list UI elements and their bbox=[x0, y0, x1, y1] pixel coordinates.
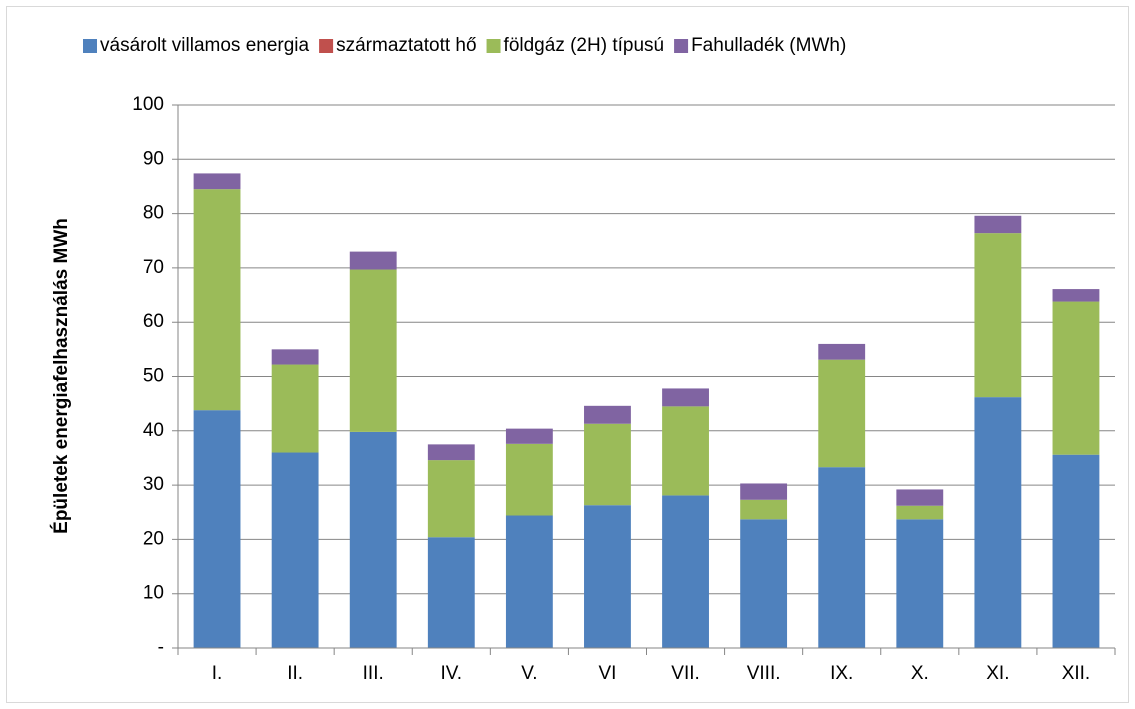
bar-segment bbox=[818, 343, 866, 360]
bar-segment bbox=[427, 537, 475, 648]
bar-segment bbox=[193, 410, 241, 648]
bar-segment bbox=[1052, 289, 1100, 302]
bar-segment bbox=[505, 428, 553, 444]
bar-segment bbox=[662, 495, 709, 648]
x-tick-label: VIII. bbox=[747, 663, 781, 684]
y-tick-label: 50 bbox=[143, 366, 164, 387]
y-tick-label: 80 bbox=[143, 203, 164, 224]
bar-segment bbox=[1052, 454, 1100, 648]
bar-segment bbox=[584, 405, 631, 424]
bar-segment bbox=[271, 452, 319, 648]
bar-segment bbox=[271, 364, 319, 453]
y-tick-label: 100 bbox=[132, 94, 164, 115]
legend-swatch bbox=[83, 39, 97, 53]
bar-segment bbox=[818, 359, 866, 468]
bar-segment bbox=[584, 505, 631, 648]
bar-segment bbox=[740, 499, 788, 520]
x-tick-label: XI. bbox=[986, 663, 1009, 684]
bar-segment bbox=[974, 215, 1022, 234]
bar-segment bbox=[427, 460, 475, 538]
y-tick-label: 20 bbox=[143, 528, 164, 549]
legend-label: Fahulladék (MWh) bbox=[691, 35, 846, 56]
x-tick-label: II. bbox=[287, 663, 303, 684]
y-tick-label: 90 bbox=[143, 148, 164, 169]
bar-segment bbox=[662, 406, 709, 496]
bar-segment bbox=[896, 505, 944, 520]
bar-segment bbox=[662, 388, 709, 407]
bar-segment bbox=[427, 444, 475, 461]
bar-segment bbox=[974, 397, 1022, 648]
bar-segment bbox=[584, 423, 631, 506]
bar-segment bbox=[974, 233, 1022, 398]
bar-segment bbox=[740, 483, 788, 500]
bar-segment bbox=[505, 443, 553, 516]
x-tick-label: VII. bbox=[671, 663, 700, 684]
y-tick-label: 30 bbox=[143, 474, 164, 495]
chart-frame bbox=[6, 6, 1129, 703]
y-tick-label: - bbox=[158, 637, 164, 658]
x-tick-label: IV. bbox=[441, 663, 463, 684]
bar-segment bbox=[193, 189, 241, 411]
y-tick-label: 10 bbox=[143, 583, 164, 604]
x-tick-label: III. bbox=[363, 663, 384, 684]
y-axis-label: Épületek energiafelhasználás MWh bbox=[50, 218, 72, 534]
bar-segment bbox=[349, 431, 397, 648]
legend-swatch bbox=[486, 39, 501, 53]
bar-segment bbox=[740, 519, 788, 648]
bar-segment bbox=[1052, 301, 1100, 455]
y-tick-label: 70 bbox=[143, 257, 164, 278]
bar-segment bbox=[349, 269, 397, 432]
x-tick-label: VI bbox=[598, 663, 616, 684]
x-tick-label: I. bbox=[212, 663, 223, 684]
bar-segment bbox=[896, 519, 944, 648]
bar-segment bbox=[896, 489, 944, 506]
y-tick-label: 60 bbox=[143, 311, 164, 332]
legend-label: vásárolt villamos energia bbox=[100, 35, 310, 56]
x-tick-label: IX. bbox=[830, 663, 853, 684]
x-tick-label: X. bbox=[911, 663, 929, 684]
bar-segment bbox=[193, 173, 241, 190]
bar-segment bbox=[271, 349, 319, 365]
bar-segment bbox=[349, 251, 397, 270]
legend-swatch bbox=[319, 39, 334, 53]
y-tick-label: 40 bbox=[143, 420, 164, 441]
x-tick-label: V. bbox=[521, 663, 537, 684]
bar-segment bbox=[818, 467, 866, 648]
x-tick-label: XII. bbox=[1062, 663, 1091, 684]
bar-segment bbox=[505, 515, 553, 648]
legend-swatch bbox=[674, 39, 689, 53]
legend-label: földgáz (2H) típusú bbox=[504, 35, 665, 56]
legend-label: származtatott hő bbox=[336, 35, 476, 56]
